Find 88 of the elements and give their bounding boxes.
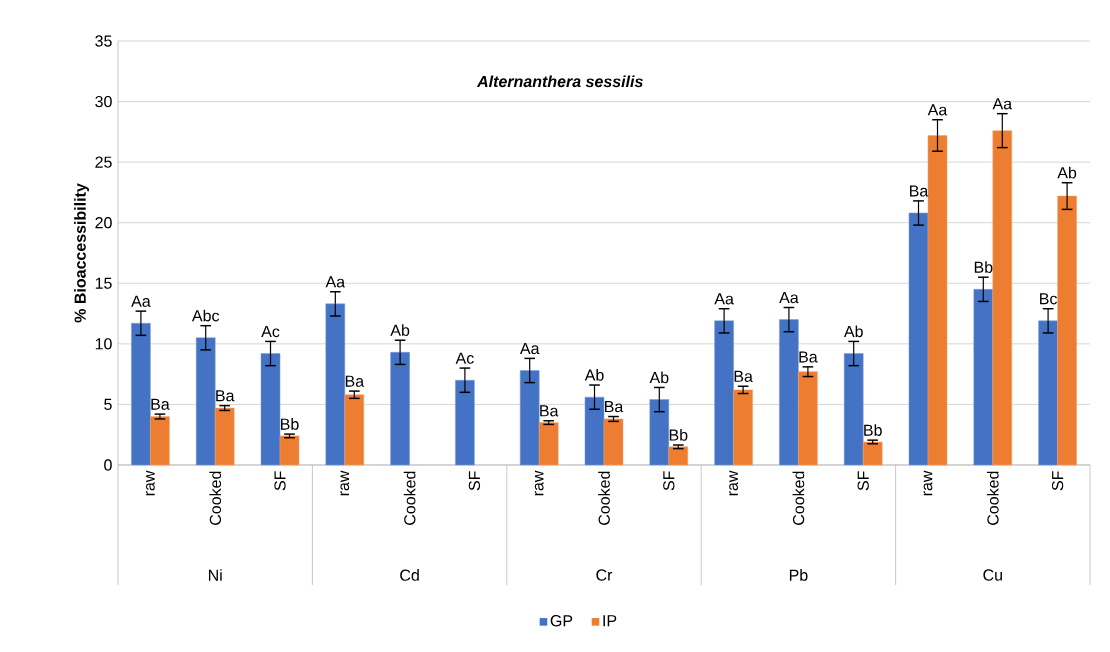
bar bbox=[798, 371, 818, 466]
y-tick-label: 25 bbox=[95, 156, 112, 168]
bar bbox=[603, 418, 624, 466]
bar bbox=[195, 337, 216, 466]
data-label: Aa bbox=[519, 342, 540, 355]
bar bbox=[843, 353, 864, 466]
data-label: Ba bbox=[345, 375, 365, 387]
bar bbox=[668, 446, 689, 466]
y-tick-label: 0 bbox=[104, 459, 112, 471]
data-label: Ac bbox=[261, 326, 280, 338]
bar bbox=[927, 135, 948, 466]
data-label: Ba bbox=[605, 401, 624, 413]
x-tick-label: Cooked bbox=[598, 471, 610, 525]
data-label: Aa bbox=[992, 98, 1013, 110]
y-tick-label: 20 bbox=[95, 217, 112, 229]
bar bbox=[279, 435, 300, 466]
bar bbox=[344, 394, 365, 466]
text: Alternanthera sessilis bbox=[476, 75, 643, 88]
bar bbox=[390, 352, 410, 466]
data-label: Bb bbox=[281, 418, 299, 430]
y-tick-label: 30 bbox=[95, 95, 112, 108]
y-tick-label: 15 bbox=[95, 277, 112, 289]
x-tick-label: SF bbox=[663, 471, 675, 491]
x-tick-label: SF bbox=[857, 471, 869, 491]
data-label: Bc bbox=[1040, 293, 1058, 305]
bar bbox=[714, 320, 734, 466]
y-tick-label: 35 bbox=[95, 35, 112, 47]
bar bbox=[1057, 195, 1077, 466]
data-label: Ba bbox=[734, 370, 753, 382]
bar bbox=[973, 289, 994, 466]
bar bbox=[1038, 320, 1058, 466]
data-label: Ba bbox=[910, 185, 929, 197]
x-tick-label: Cooked bbox=[792, 471, 805, 525]
data-label: Bb bbox=[864, 424, 882, 436]
data-label: Aa bbox=[927, 104, 948, 116]
bar bbox=[214, 407, 235, 466]
text: Cd bbox=[400, 569, 419, 581]
bar bbox=[862, 441, 883, 466]
y-tick-label: 10 bbox=[95, 338, 112, 350]
data-label: Ba bbox=[799, 351, 818, 363]
data-label: Abc bbox=[191, 309, 220, 322]
data-label: Aa bbox=[714, 293, 734, 305]
bar bbox=[538, 422, 559, 466]
bar bbox=[992, 130, 1013, 466]
data-label: Bb bbox=[669, 428, 688, 441]
y-axis-title: % Bioaccessibility bbox=[74, 183, 90, 323]
bar bbox=[150, 416, 170, 466]
x-tick-label: raw bbox=[340, 470, 350, 496]
data-label: Ab bbox=[390, 324, 410, 336]
data-label: Ab bbox=[584, 369, 604, 381]
bar bbox=[584, 396, 605, 466]
data-label: Ab bbox=[1057, 166, 1077, 179]
x-tick-label: SF bbox=[1051, 471, 1064, 491]
data-label: Ba bbox=[540, 405, 559, 417]
data-label: Ac bbox=[455, 352, 474, 364]
bar bbox=[455, 379, 475, 466]
bar bbox=[733, 389, 753, 466]
x-tick-label: raw bbox=[534, 470, 544, 496]
bar bbox=[779, 319, 799, 466]
bar bbox=[649, 399, 670, 466]
data-label: Ba bbox=[216, 390, 235, 402]
bar bbox=[908, 212, 929, 466]
text: Ni bbox=[208, 569, 222, 581]
data-label: Aa bbox=[325, 276, 346, 288]
y-tick-label: 5 bbox=[104, 398, 112, 410]
data-label: Ab bbox=[649, 371, 669, 384]
bar bbox=[519, 370, 540, 466]
legend-label: GP bbox=[550, 615, 573, 627]
text: Cr bbox=[596, 569, 613, 581]
x-tick-label: Cooked bbox=[209, 471, 222, 525]
data-label: Ba bbox=[151, 398, 170, 410]
data-label: Aa bbox=[131, 295, 151, 307]
data-label: Bb bbox=[974, 261, 993, 273]
x-tick-label: Cooked bbox=[403, 471, 416, 525]
x-tick-label: SF bbox=[274, 471, 286, 491]
legend-label: IP bbox=[603, 615, 617, 627]
data-label: Ab bbox=[843, 325, 863, 338]
text: Cu bbox=[983, 569, 1002, 581]
bar bbox=[131, 322, 151, 466]
data-label: Aa bbox=[779, 292, 799, 304]
bar bbox=[260, 353, 281, 466]
bar bbox=[325, 303, 346, 466]
text: Pb bbox=[789, 569, 808, 581]
x-tick-label: SF bbox=[468, 471, 481, 491]
x-tick-label: raw bbox=[146, 470, 155, 496]
x-tick-label: Cooked bbox=[986, 471, 999, 525]
x-tick-label: raw bbox=[923, 470, 933, 496]
x-tick-label: raw bbox=[729, 470, 738, 496]
